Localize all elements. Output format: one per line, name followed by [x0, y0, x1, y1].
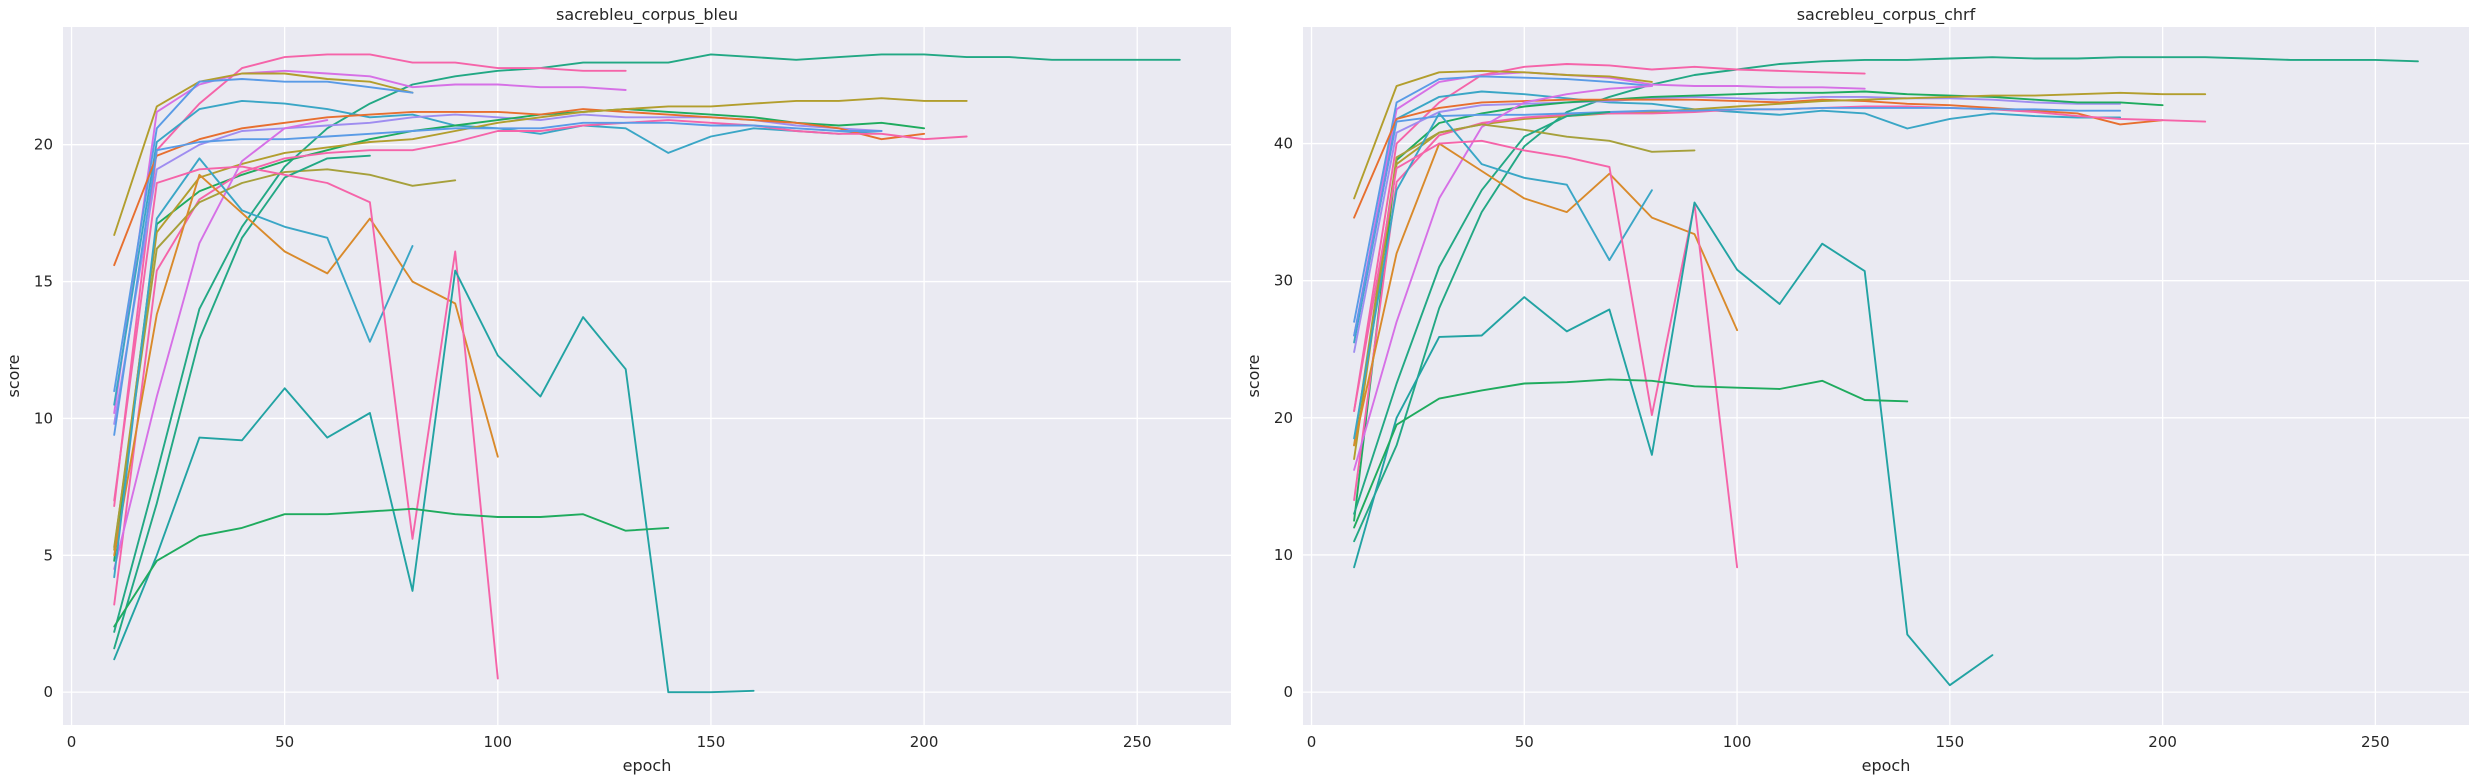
- x-tick-label: 250: [2361, 733, 2390, 751]
- y-tick-label: 30: [1274, 272, 1293, 290]
- y-tick-label: 0: [1283, 683, 1293, 701]
- y-tick-label: 10: [1274, 546, 1293, 564]
- series-line-9: [1353, 91, 2207, 460]
- x-tick-label: 50: [275, 733, 294, 751]
- x-tick-label: 200: [910, 733, 939, 751]
- series-line-15: [1353, 142, 1739, 447]
- x-tick-label: 50: [1515, 733, 1534, 751]
- x-axis-label: epoch: [623, 756, 672, 775]
- series-line-17: [113, 165, 499, 680]
- bleu-chart: 0 50 100 150 200 250 0 5 10 15 20 sacrebleu_corpus_…: [4, 5, 1231, 775]
- plot-area: [63, 27, 1231, 725]
- chrf-chart: 0 50 100 150 200 250 0 10 20 30 40 sacrebleu_corpus…: [1244, 5, 2469, 775]
- series-line-7: [1353, 90, 2164, 522]
- y-tick-label: 15: [34, 273, 53, 291]
- grid: [1303, 27, 2469, 725]
- series-line-12: [1353, 85, 1653, 471]
- series-line-5: [1353, 90, 2122, 344]
- series-line-8: [113, 108, 926, 267]
- series-line-1: [113, 69, 627, 414]
- series-line-11: [1353, 106, 2122, 337]
- x-tick-label: 0: [67, 733, 77, 751]
- y-tick-label: 0: [43, 683, 53, 701]
- series-line-6: [1353, 95, 2122, 353]
- series-line-16: [1353, 112, 1653, 440]
- x-tick-label: 250: [1123, 733, 1152, 751]
- series-line-18: [113, 269, 755, 694]
- chart-title: sacrebleu_corpus_chrf: [1797, 5, 1976, 25]
- y-tick-label: 5: [43, 546, 53, 564]
- y-tick-label: 20: [1274, 409, 1293, 427]
- series-line-4: [113, 78, 414, 393]
- series-lines: [1353, 56, 2419, 687]
- series-line-0: [1353, 56, 2419, 543]
- x-tick-label: 150: [1936, 733, 1965, 751]
- x-tick-label: 150: [697, 733, 726, 751]
- series-line-10: [113, 119, 968, 606]
- series-line-17: [1353, 139, 1739, 569]
- series-line-2: [1353, 63, 1866, 412]
- series-line-12: [113, 119, 329, 570]
- series-line-1: [1353, 71, 1866, 337]
- series-line-15: [113, 173, 499, 557]
- series-line-11: [113, 121, 883, 436]
- series-line-19: [113, 507, 670, 628]
- y-tick-label: 10: [34, 409, 53, 427]
- grid: [63, 27, 1231, 725]
- series-line-16: [113, 157, 414, 579]
- series-line-14: [113, 154, 371, 650]
- series-line-3: [113, 72, 414, 236]
- x-axis-label: epoch: [1862, 756, 1911, 775]
- x-tick-label: 0: [1307, 733, 1317, 751]
- series-line-18: [1353, 201, 1994, 687]
- series-lines: [113, 53, 1181, 694]
- y-tick-label: 20: [34, 136, 53, 154]
- x-tick-label: 100: [483, 733, 512, 751]
- series-line-19: [1353, 378, 1909, 529]
- series-line-3: [1353, 69, 1653, 200]
- x-tick-label: 200: [2148, 733, 2177, 751]
- x-tick-label: 100: [1723, 733, 1752, 751]
- y-axis-label: score: [4, 355, 23, 398]
- y-tick-label: 40: [1274, 135, 1293, 153]
- series-line-14: [1353, 111, 1611, 515]
- series-line-4: [1353, 75, 1653, 323]
- y-axis-label: score: [1244, 355, 1263, 398]
- series-line-13: [113, 168, 457, 549]
- series-line-9: [113, 97, 968, 551]
- chart-title: sacrebleu_corpus_bleu: [556, 5, 738, 25]
- series-line-2: [113, 53, 627, 507]
- series-line-13: [1353, 123, 1696, 447]
